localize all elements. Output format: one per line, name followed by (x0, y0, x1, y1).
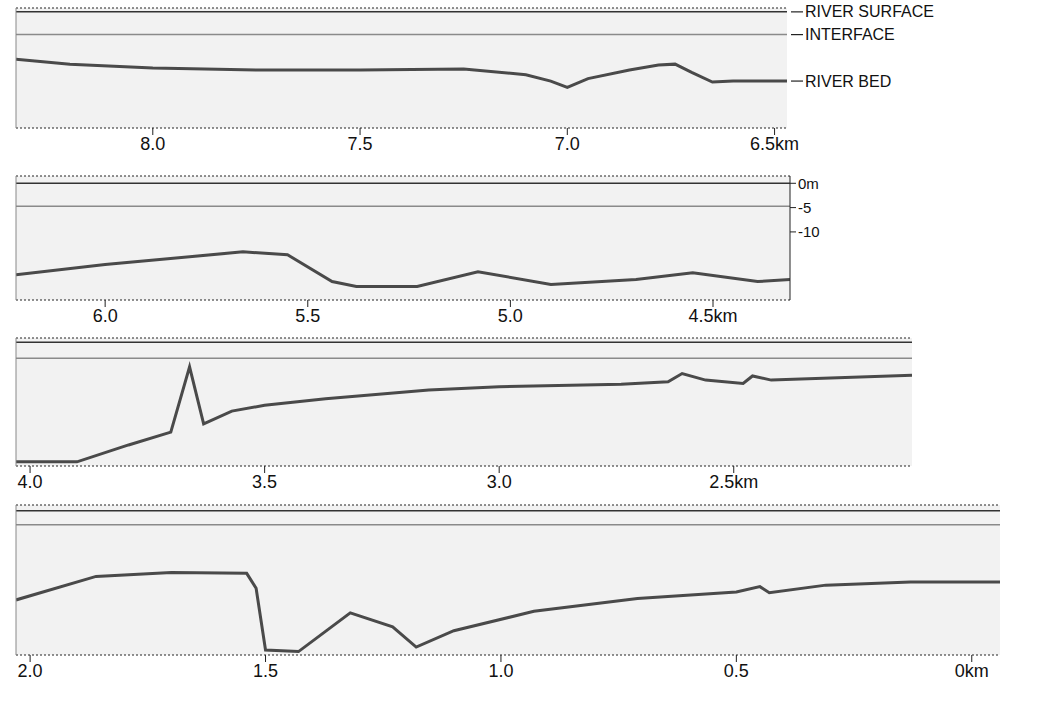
svg-text:3.5: 3.5 (252, 472, 277, 492)
svg-text:5.5: 5.5 (295, 306, 320, 326)
svg-text:RIVER BED: RIVER BED (805, 73, 891, 90)
svg-text:1.5: 1.5 (253, 661, 278, 681)
svg-text:INTERFACE: INTERFACE (805, 26, 895, 43)
svg-text:3.0: 3.0 (487, 472, 512, 492)
svg-text:-10: -10 (798, 223, 820, 240)
svg-text:0m: 0m (798, 175, 819, 192)
svg-text:8.0: 8.0 (140, 134, 165, 154)
svg-text:4.5km: 4.5km (688, 306, 737, 326)
svg-text:7.0: 7.0 (555, 134, 580, 154)
svg-text:-5: -5 (798, 199, 811, 216)
svg-text:RIVER SURFACE: RIVER SURFACE (805, 3, 934, 20)
svg-text:5.0: 5.0 (498, 306, 523, 326)
svg-text:6.0: 6.0 (93, 306, 118, 326)
svg-text:4.0: 4.0 (18, 472, 43, 492)
svg-text:0km: 0km (955, 661, 989, 681)
svg-text:0.5: 0.5 (724, 661, 749, 681)
svg-text:1.0: 1.0 (488, 661, 513, 681)
svg-text:7.5: 7.5 (348, 134, 373, 154)
svg-text:2.0: 2.0 (18, 661, 43, 681)
svg-text:6.5km: 6.5km (750, 134, 799, 154)
svg-text:2.5km: 2.5km (709, 472, 758, 492)
